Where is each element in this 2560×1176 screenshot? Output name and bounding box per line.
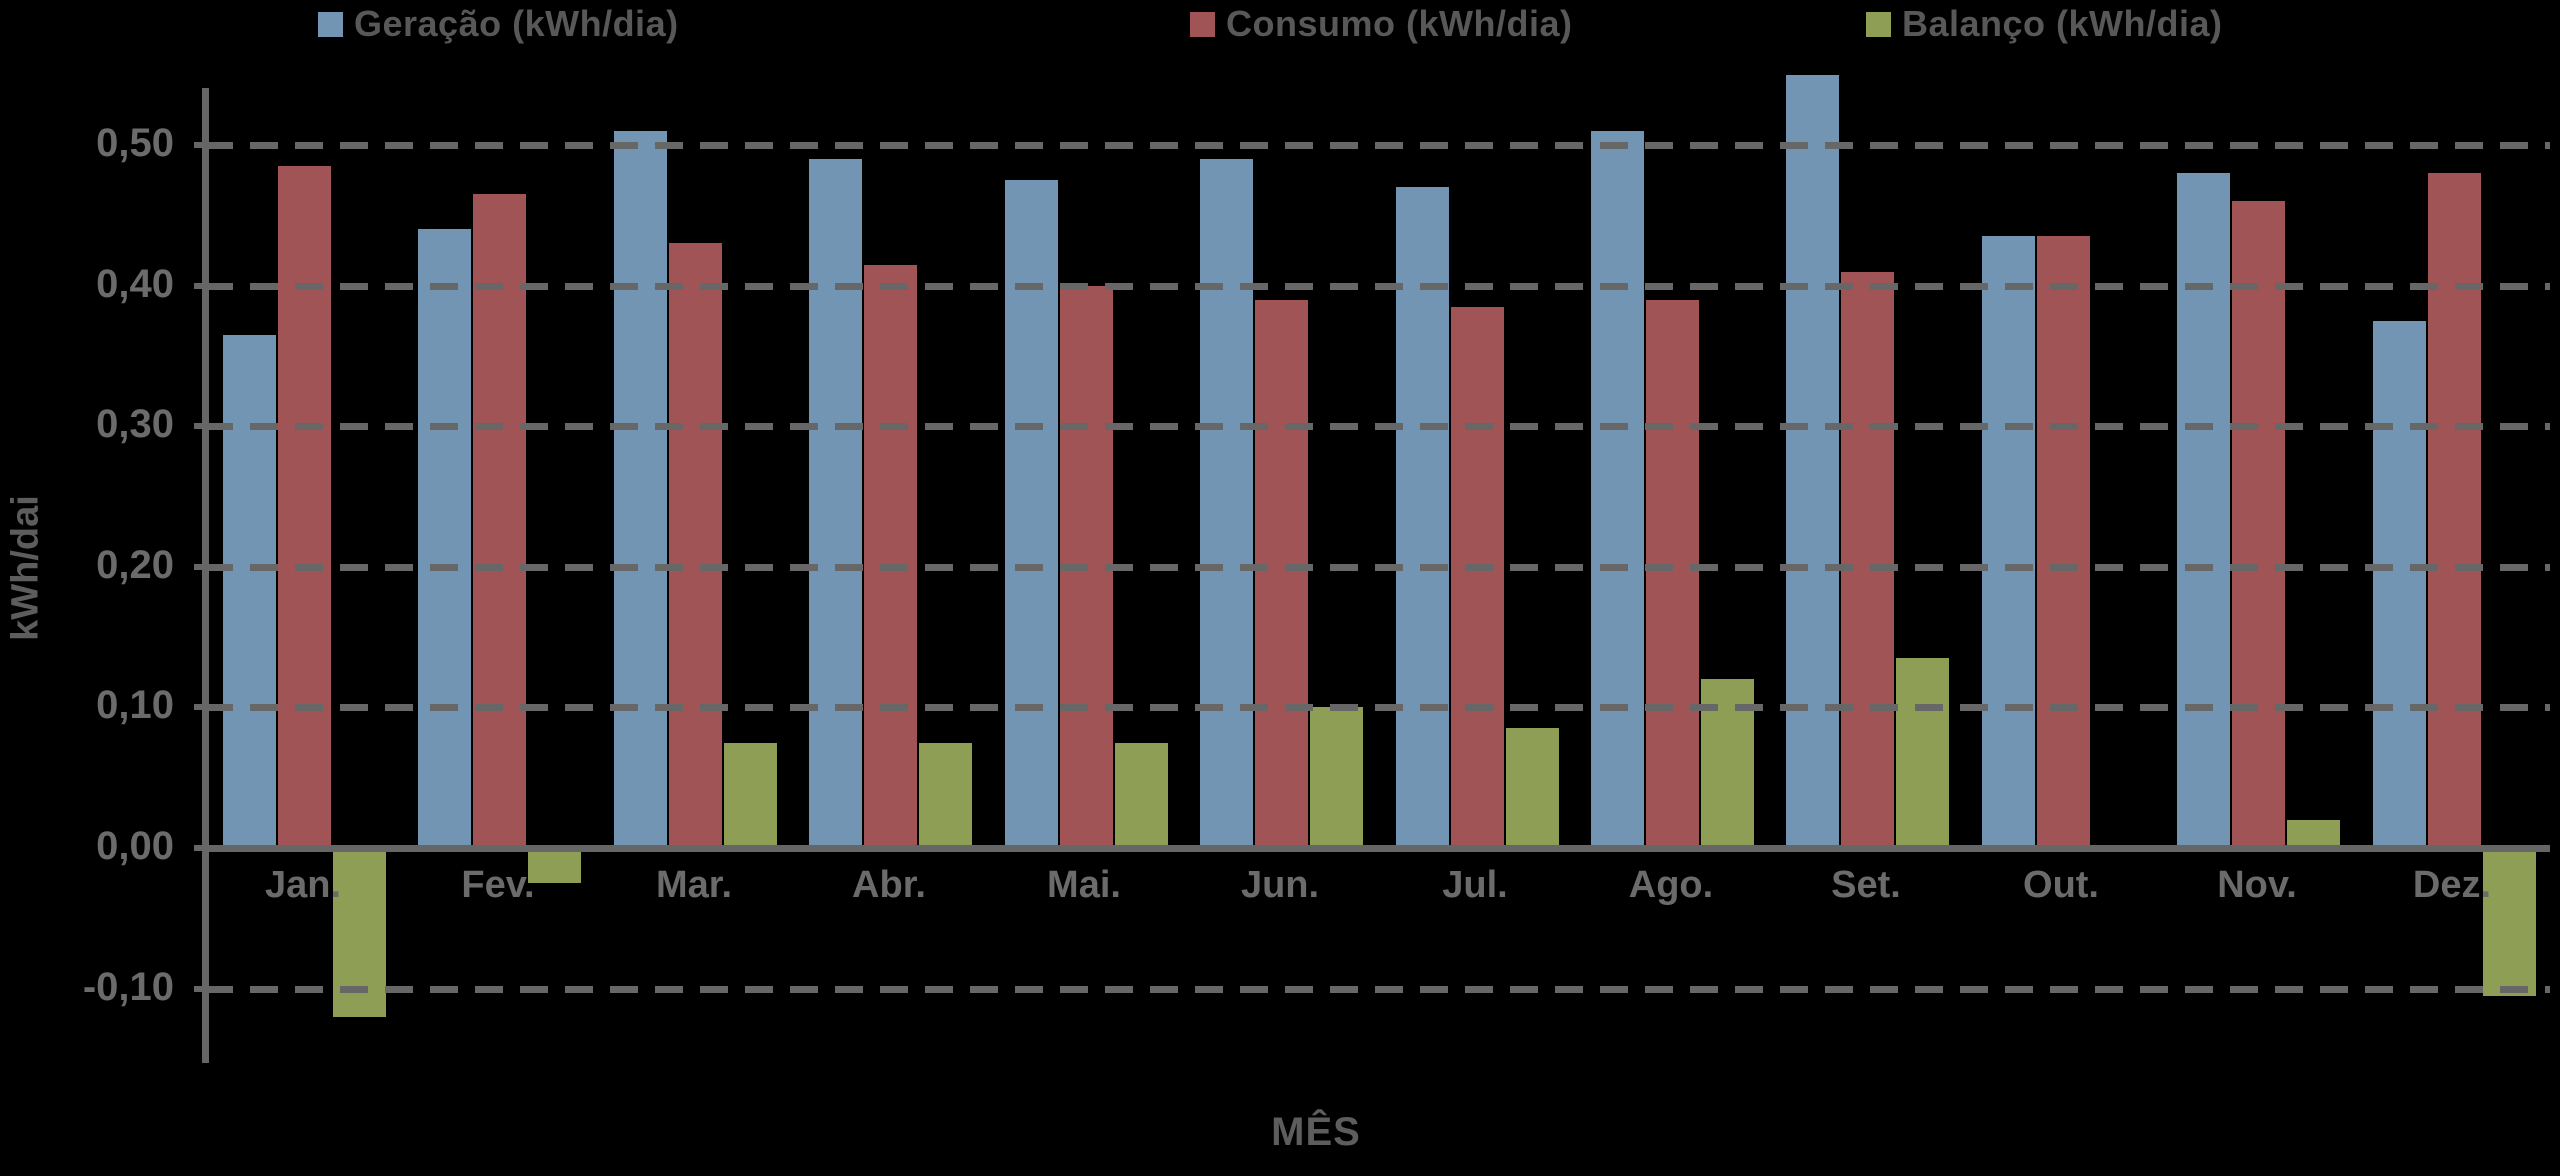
x-tick-label-mai: Mai. [1047, 864, 1121, 906]
gridline-0_5 [205, 142, 2550, 149]
x-tick-label-mar: Mar. [655, 864, 733, 906]
gridline-0_3 [205, 423, 2550, 430]
y-axis-tick [194, 704, 216, 710]
bar-geracao-mar [614, 131, 667, 848]
bar-balanco-set [1896, 658, 1949, 848]
bar-consumo-jan [278, 166, 331, 848]
x-axis-title: MÊS [1271, 1110, 1361, 1154]
bar-balanco-fev [528, 848, 581, 883]
bar-consumo-out [2037, 236, 2090, 848]
y-axis-tick [194, 564, 216, 570]
bar-geracao-jul [1396, 187, 1449, 848]
x-tick-label-dez: Dez. [2412, 864, 2492, 906]
x-axis-zero-line [202, 845, 2550, 852]
legend-item-geracao: Geração (kWh/dia) [318, 3, 679, 44]
y-tick-label: 0,10 [96, 683, 174, 727]
x-tick-label-fev: Fev. [461, 864, 535, 906]
x-tick-label-ago: Ago. [1628, 864, 1714, 906]
bar-geracao-set [1786, 75, 1839, 848]
legend-label-consumo: Consumo (kWh/dia) [1226, 3, 1573, 44]
bar-balanco-mar [724, 743, 777, 848]
gridline--0_1 [205, 986, 2550, 993]
legend-item-balanco: Balanço (kWh/dia) [1866, 3, 2223, 44]
bar-balanco-nov [2287, 820, 2340, 848]
bar-consumo-abr [864, 265, 917, 848]
y-axis-tick [194, 283, 216, 289]
x-tick-label-set: Set. [1831, 864, 1901, 906]
bar-balanco-abr [919, 743, 972, 848]
bar-balanco-jul [1506, 728, 1559, 848]
y-tick-label: 0,50 [96, 121, 174, 165]
y-tick-label: 0,30 [96, 402, 174, 446]
geracao-legend-swatch-icon [318, 11, 343, 37]
gridline-0_1 [205, 704, 2550, 711]
gridline-0_4 [205, 283, 2550, 290]
bar-geracao-nov [2177, 173, 2230, 848]
x-tick-label-jan: Jan. [264, 864, 342, 906]
bar-consumo-jul [1451, 307, 1504, 848]
consumo-legend-swatch-icon [1190, 11, 1215, 37]
legend-item-consumo: Consumo (kWh/dia) [1190, 3, 1573, 44]
bar-geracao-dez [2373, 321, 2426, 848]
bar-consumo-mar [669, 243, 722, 848]
bar-geracao-ago [1591, 131, 1644, 848]
x-tick-label-abr: Abr. [852, 864, 926, 906]
bar-geracao-jan [223, 335, 276, 848]
y-tick-label: 0,40 [96, 262, 174, 306]
bar-consumo-nov [2232, 201, 2285, 848]
bar-geracao-out [1982, 236, 2035, 848]
x-tick-label-out: Out. [2023, 864, 2099, 906]
y-tick-label: 0,00 [96, 824, 174, 868]
bar-consumo-ago [1646, 300, 1699, 848]
bar-balanco-jun [1310, 707, 1363, 848]
bar-consumo-jun [1255, 300, 1308, 848]
y-axis-tick [194, 845, 216, 851]
legend-label-balanco: Balanço (kWh/dia) [1902, 3, 2223, 44]
y-tick-label: 0,20 [96, 543, 174, 587]
y-axis-tick [194, 423, 216, 429]
y-tick-label: -0,10 [82, 965, 174, 1009]
x-tick-label-jun: Jun. [1240, 864, 1320, 906]
y-axis-tick [194, 142, 216, 148]
bar-geracao-fev [418, 229, 471, 848]
bar-consumo-dez [2428, 173, 2481, 848]
bar-geracao-abr [809, 159, 862, 848]
bar-consumo-set [1841, 272, 1894, 848]
bar-balanco-dez [2483, 848, 2536, 996]
y-axis-title: kWh/dai [4, 495, 47, 641]
y-axis-tick [194, 986, 216, 992]
bar-geracao-mai [1005, 180, 1058, 848]
balanco-legend-swatch-icon [1866, 11, 1891, 37]
x-tick-label-jul: Jul. [1442, 864, 1508, 906]
bar-balanco-mai [1115, 743, 1168, 848]
x-tick-label-nov: Nov. [2217, 864, 2297, 906]
gridline-0_2 [205, 564, 2550, 571]
y-axis-line [202, 88, 209, 1063]
bar-geracao-jun [1200, 159, 1253, 848]
bar-consumo-fev [473, 194, 526, 848]
legend-label-geracao: Geração (kWh/dia) [354, 3, 679, 44]
